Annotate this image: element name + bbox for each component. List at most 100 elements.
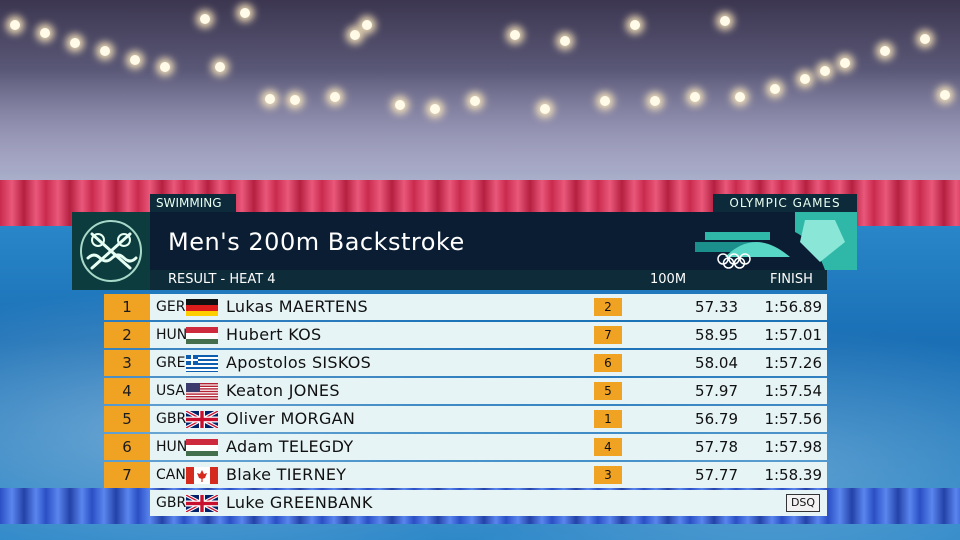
stadium-light	[630, 20, 640, 30]
split-time: 57.78	[695, 438, 738, 456]
athlete-name: Keaton JONES	[226, 381, 340, 400]
finish-time: 1:57.98	[764, 438, 822, 456]
stadium-light	[735, 92, 745, 102]
split-time: 57.33	[695, 298, 738, 316]
germany-flag-icon	[186, 299, 218, 316]
athlete-bar: GRE Apostolos SISKOS 6 58.04 1:57.26	[150, 350, 827, 376]
athlete-bar: GBR Luke GREENBANK DSQ	[150, 490, 827, 516]
stadium-light	[215, 62, 225, 72]
stadium-light	[540, 104, 550, 114]
finish-time: 1:57.01	[764, 326, 822, 344]
athlete-name: Apostolos SISKOS	[226, 353, 372, 372]
rank-badge: 1	[104, 294, 150, 320]
stadium-light	[350, 30, 360, 40]
split-position-badge: 3	[594, 466, 622, 484]
athlete-name: Lukas MAERTENS	[226, 297, 369, 316]
split-position-badge: 2	[594, 298, 622, 316]
noc-code: HUN	[156, 327, 188, 343]
stadium-light	[200, 14, 210, 24]
stadium-light	[770, 84, 780, 94]
stadium-light	[820, 66, 830, 76]
stadium-light	[510, 30, 520, 40]
rank-badge: 5	[104, 406, 150, 432]
split-position-badge: 7	[594, 326, 622, 344]
paris-olympics-logo-icon	[695, 212, 857, 270]
sport-label: SWIMMING	[150, 194, 236, 212]
finish-time: 1:56.89	[764, 298, 822, 316]
split-position-badge: 1	[594, 410, 622, 428]
stadium-light	[800, 74, 810, 84]
stadium-light	[362, 20, 372, 30]
stadium-light	[560, 36, 570, 46]
event-title: Men's 200m Backstroke	[168, 228, 465, 256]
stadium-light	[330, 92, 340, 102]
result-row: 6 HUN Adam TELEGDY 4 57.78 1:57.98	[104, 434, 827, 460]
event-title-panel: Men's 200m Backstroke	[150, 212, 857, 270]
split-position-badge: 4	[594, 438, 622, 456]
athlete-name: Adam TELEGDY	[226, 437, 354, 456]
stadium-light	[430, 104, 440, 114]
stadium-light	[940, 90, 950, 100]
noc-code: GRE	[156, 355, 186, 371]
stadium-light	[10, 20, 20, 30]
stadium-light	[720, 16, 730, 26]
noc-code: HUN	[156, 439, 188, 455]
athlete-name: Luke GREENBANK	[226, 493, 373, 512]
result-row: 4 USA Keaton JONES 5 57.97 1:57.54	[104, 378, 827, 404]
athlete-bar: USA Keaton JONES 5 57.97 1:57.54	[150, 378, 827, 404]
finish-time: 1:58.39	[764, 466, 822, 484]
stadium-light	[70, 38, 80, 48]
stadium-light	[470, 96, 480, 106]
stadium-light	[395, 100, 405, 110]
athlete-name: Blake TIERNEY	[226, 465, 347, 484]
result-row: 3 GRE Apostolos SISKOS 6 58.04 1:57.26	[104, 350, 827, 376]
split-time: 58.95	[695, 326, 738, 344]
athlete-bar: HUN Hubert KOS 7 58.95 1:57.01	[150, 322, 827, 348]
stadium-light	[40, 28, 50, 38]
hungary-flag-icon	[186, 327, 218, 344]
stadium-light	[240, 8, 250, 18]
dsq-row: GBR Luke GREENBANK DSQ	[104, 490, 827, 516]
swimming-pictogram-icon	[72, 212, 150, 290]
finish-time: 1:57.56	[764, 410, 822, 428]
hungary-flag-icon	[186, 439, 218, 456]
olympic-games-label: OLYMPIC GAMES	[713, 194, 857, 212]
split-position-badge: 6	[594, 354, 622, 372]
dsq-badge: DSQ	[786, 494, 820, 512]
noc-code: GER	[156, 299, 186, 315]
uk-flag-icon	[186, 495, 218, 512]
finish-time: 1:57.26	[764, 354, 822, 372]
stadium-light	[160, 62, 170, 72]
stadium-light	[100, 46, 110, 56]
result-row: 5 GBR Oliver MORGAN 1 56.79 1:57.56	[104, 406, 827, 432]
rank-badge: 6	[104, 434, 150, 460]
stadium-light	[265, 94, 275, 104]
stadium-light	[880, 46, 890, 56]
split-time: 57.97	[695, 382, 738, 400]
athlete-name: Hubert KOS	[226, 325, 322, 344]
noc-code: GBR	[156, 411, 187, 427]
heat-label: RESULT - HEAT 4	[168, 272, 276, 287]
rank-badge: 2	[104, 322, 150, 348]
split-position-badge: 5	[594, 382, 622, 400]
rank-badge: 3	[104, 350, 150, 376]
split-time: 58.04	[695, 354, 738, 372]
canada-flag-icon	[186, 467, 218, 484]
uk-flag-icon	[186, 411, 218, 428]
result-row: 1 GER Lukas MAERTENS 2 57.33 1:56.89	[104, 294, 827, 320]
noc-code: USA	[156, 383, 185, 399]
noc-code: CAN	[156, 467, 186, 483]
noc-code: GBR	[156, 495, 187, 511]
stadium-light	[840, 58, 850, 68]
rank-badge-empty	[104, 490, 150, 516]
athlete-bar: CAN Blake TIERNEY 3 57.77 1:58.39	[150, 462, 827, 488]
finish-column-header: FINISH	[770, 272, 813, 287]
stadium-light	[690, 92, 700, 102]
stadium-light	[650, 96, 660, 106]
usa-flag-icon	[186, 383, 218, 400]
finish-time: 1:57.54	[764, 382, 822, 400]
result-row: 2 HUN Hubert KOS 7 58.95 1:57.01	[104, 322, 827, 348]
stadium-light	[600, 96, 610, 106]
rank-badge: 4	[104, 378, 150, 404]
